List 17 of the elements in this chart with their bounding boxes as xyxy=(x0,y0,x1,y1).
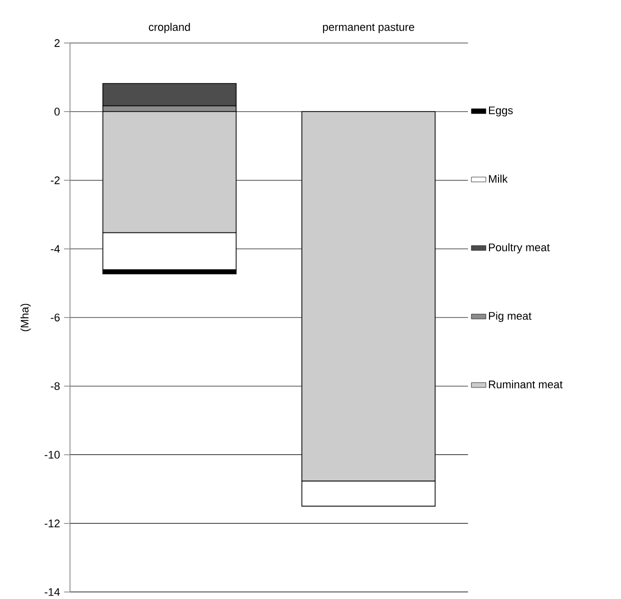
y-tick-label: 2 xyxy=(54,39,60,47)
y-tick-label: -2 xyxy=(50,176,60,184)
legend-label: Eggs xyxy=(489,106,513,116)
legend-label: Pig meat xyxy=(489,312,532,322)
y-axis-title: (Mha) xyxy=(20,304,31,332)
legend-label: Ruminant meat xyxy=(489,380,563,388)
y-tick-label: -14 xyxy=(44,588,60,596)
x-tick-label: permanent pasture xyxy=(323,24,414,34)
y-tick-label: -10 xyxy=(44,450,60,459)
legend-label: Milk xyxy=(489,174,508,183)
y-tick-label: -8 xyxy=(50,382,60,390)
y-tick-label: -12 xyxy=(44,520,60,528)
legend-label: Poultry meat xyxy=(489,243,550,254)
y-tick-label: -4 xyxy=(50,245,60,253)
x-tick-label: cropland xyxy=(148,22,190,34)
y-tick-label: 0 xyxy=(54,108,60,116)
y-tick-label: -6 xyxy=(50,314,60,322)
